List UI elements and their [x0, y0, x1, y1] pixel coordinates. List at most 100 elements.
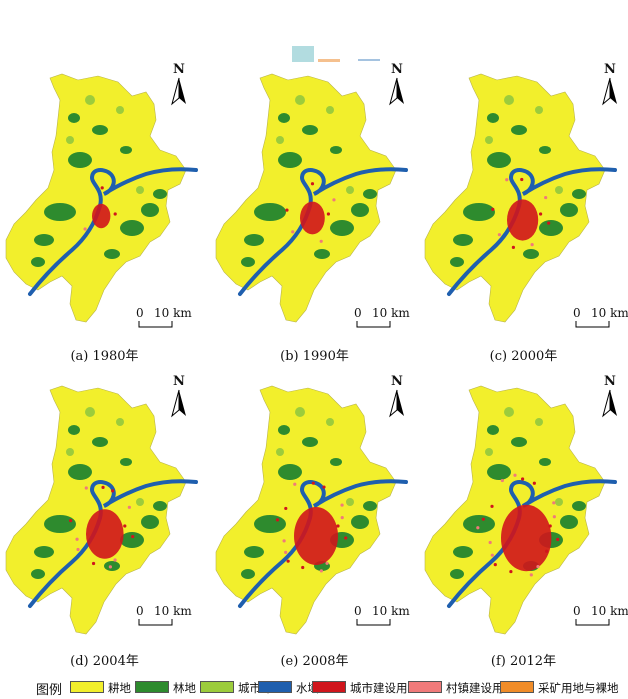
village-construction-patch: [76, 547, 80, 552]
map-panel-2012: N 0 10 km (f) 2012年: [419, 320, 628, 669]
urban-green-patch: [326, 418, 334, 426]
village-construction-patch: [311, 481, 315, 485]
urban-green-patch: [555, 498, 563, 506]
forest-patch: [330, 146, 342, 154]
map-panel-2008: N 0 10 km (e) 2008年: [210, 320, 419, 669]
map-2012: [424, 385, 617, 635]
forest-patch: [363, 501, 377, 511]
urban-green-patch: [535, 418, 543, 426]
forest-patch: [463, 203, 495, 221]
legend-swatch: [500, 681, 534, 693]
north-arrow-icon: [389, 77, 404, 106]
forest-patch: [34, 546, 54, 558]
caption-2000: (c) 2000年: [489, 349, 558, 364]
urban-green-patch: [295, 95, 305, 105]
village-construction-patch: [476, 526, 480, 530]
forest-patch: [104, 249, 120, 259]
urban-green-patch: [485, 448, 493, 456]
cropland-area: [215, 385, 397, 635]
map-2008: [215, 385, 408, 635]
river: [238, 167, 408, 296]
forest-patch: [450, 569, 464, 579]
forest-patch: [44, 203, 76, 221]
map-2000: [424, 73, 617, 323]
river: [447, 479, 617, 608]
village-construction-patch: [113, 212, 117, 216]
urban-green-patch: [136, 186, 144, 194]
village-construction-patch: [552, 515, 556, 519]
village-construction-patch: [556, 537, 560, 542]
village-construction-patch: [340, 503, 344, 507]
urban-green-patch: [276, 448, 284, 456]
forest-patch: [511, 125, 527, 135]
village-construction-patch: [69, 519, 73, 523]
forest-patch: [453, 234, 473, 246]
forest-patch: [153, 501, 167, 511]
north-arrow: N: [164, 374, 194, 420]
forest-patch: [523, 249, 539, 259]
forest-patch: [511, 437, 527, 447]
village-construction-patch: [291, 230, 295, 234]
village-construction-patch: [332, 198, 336, 202]
urban-green-patch: [326, 106, 334, 114]
village-construction-patch: [497, 233, 501, 237]
faint-legend-artifact: [292, 46, 380, 62]
caption-1980: (a) 1980年: [70, 349, 139, 364]
village-construction-patch: [488, 540, 492, 545]
river: [28, 167, 198, 296]
urban-construction-area: [300, 201, 325, 235]
village-construction-patch: [284, 506, 288, 511]
forest-patch: [120, 220, 144, 236]
forest-patch: [572, 501, 586, 511]
urban-green-patch: [485, 136, 493, 144]
forest-patch: [104, 561, 120, 571]
village-construction-patch: [547, 221, 551, 225]
village-construction-patch: [521, 477, 525, 481]
village-construction-patch: [91, 561, 96, 566]
village-construction-patch: [513, 473, 517, 477]
village-construction-patch: [113, 558, 117, 562]
forest-patch: [68, 425, 80, 435]
forest-patch: [92, 125, 108, 135]
forest-patch: [539, 458, 551, 466]
caption-2008: (e) 2008年: [280, 654, 349, 669]
cropland-area: [5, 73, 187, 323]
north-arrow-icon: [602, 389, 617, 418]
urban-green-patch: [346, 498, 354, 506]
forest-patch: [254, 515, 286, 533]
village-construction-patch: [529, 573, 533, 577]
cropland-area: [5, 385, 187, 635]
urban-green-patch: [85, 407, 95, 417]
forest-patch: [120, 458, 132, 466]
village-construction-patch: [285, 208, 289, 212]
urban-construction-area: [507, 199, 539, 241]
village-construction-patch: [532, 481, 536, 485]
village-construction-patch: [340, 516, 344, 520]
forest-patch: [487, 113, 499, 123]
caption-1990: (b) 1990年: [280, 349, 349, 364]
map-2004: [5, 385, 198, 635]
forest-patch: [302, 125, 318, 135]
forest-patch: [68, 464, 92, 480]
forest-patch: [487, 152, 511, 168]
urban-green-patch: [276, 136, 284, 144]
urban-green-patch: [295, 407, 305, 417]
forest-patch: [330, 458, 342, 466]
map-1990: [215, 73, 408, 323]
forest-patch: [278, 113, 290, 123]
village-construction-patch: [344, 536, 348, 540]
forest-patch: [560, 203, 578, 217]
forest-patch: [153, 189, 167, 199]
forest-patch: [120, 532, 144, 548]
north-arrow: N: [164, 62, 194, 108]
village-construction-patch: [500, 478, 504, 483]
legend-swatch: [312, 681, 346, 693]
map-panel-1990: N 0 10 km (b) 1990年: [210, 0, 419, 364]
forest-patch: [363, 189, 377, 199]
forest-patch: [463, 515, 495, 533]
village-construction-patch: [539, 212, 543, 216]
legend-swatch: [70, 681, 104, 693]
forest-patch: [141, 203, 159, 217]
map-panel-1980: N 0 10 km (a) 1980年: [0, 0, 209, 364]
